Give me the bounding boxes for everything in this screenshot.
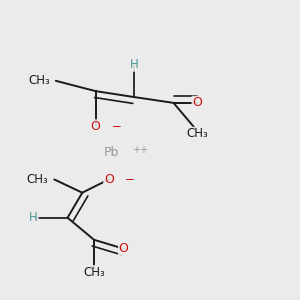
- Text: H: H: [129, 58, 138, 71]
- Text: CH₃: CH₃: [83, 266, 105, 279]
- Text: −: −: [112, 120, 122, 133]
- Text: −: −: [125, 173, 135, 186]
- Text: O: O: [91, 120, 100, 133]
- Text: O: O: [118, 242, 128, 255]
- Text: O: O: [104, 173, 114, 186]
- Text: ++: ++: [132, 145, 148, 155]
- Text: O: O: [192, 96, 202, 110]
- Text: CH₃: CH₃: [28, 74, 50, 87]
- Text: Pb: Pb: [104, 146, 119, 159]
- Text: H: H: [29, 211, 38, 224]
- Text: CH₃: CH₃: [27, 173, 48, 186]
- Text: CH₃: CH₃: [186, 127, 208, 140]
